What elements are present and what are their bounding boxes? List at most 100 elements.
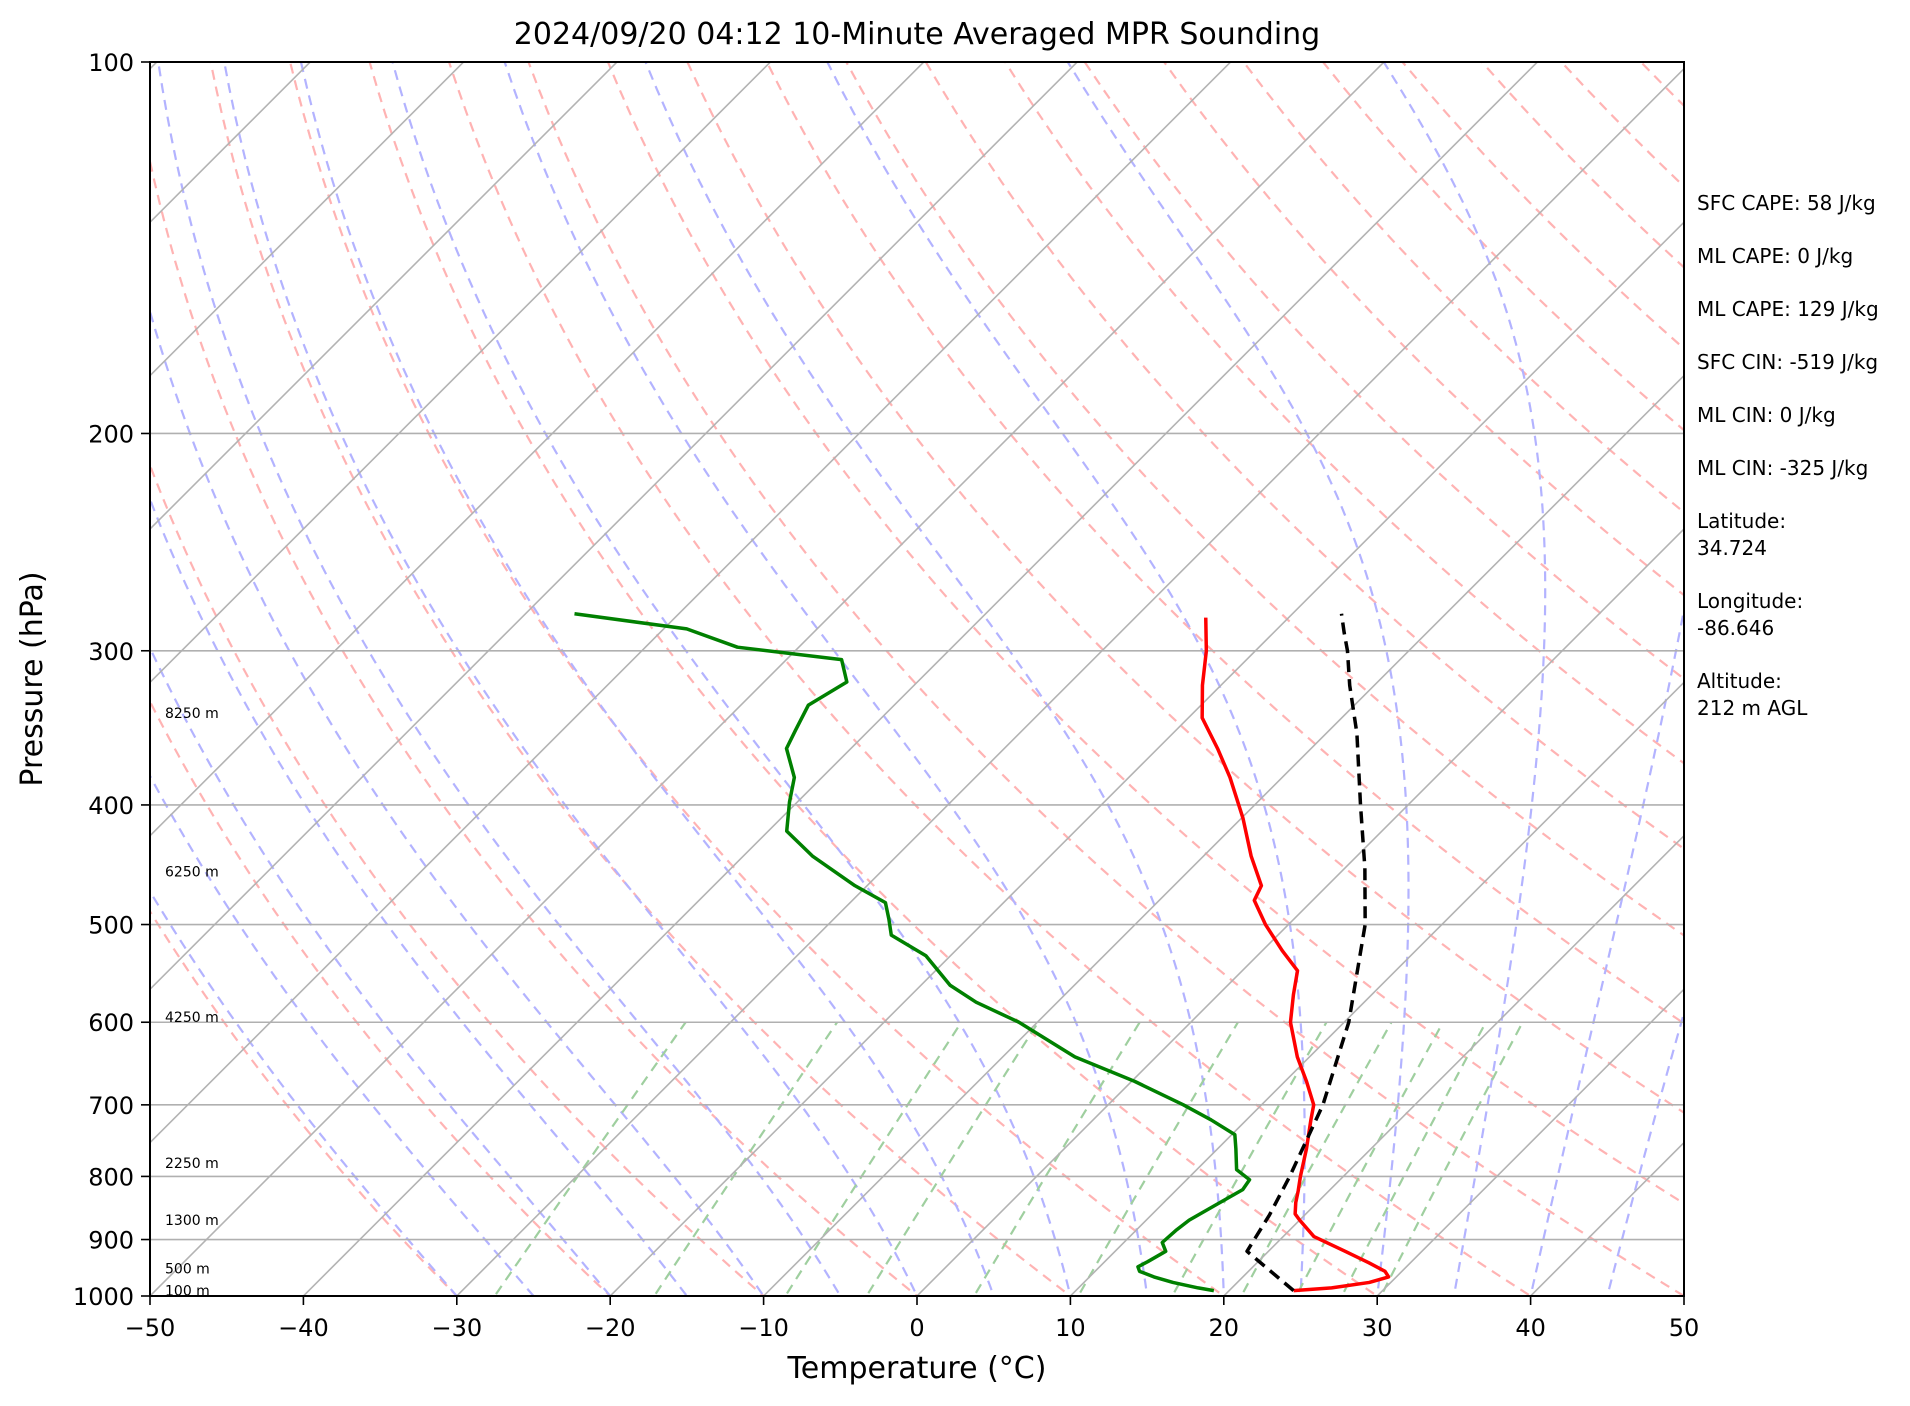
isotherm-line <box>150 62 619 531</box>
moist-adiabat-line <box>391 62 1072 1296</box>
isotherm-line <box>150 62 772 684</box>
mixing-ratio-line <box>1340 1021 1487 1296</box>
x-tick-label: 0 <box>909 1314 924 1342</box>
dry-adiabat-line <box>845 62 1684 937</box>
moist-adiabat-line <box>826 62 1306 1296</box>
y-tick-label: 100 <box>88 49 134 77</box>
pressure-gridlines <box>150 61 1684 1297</box>
moist-adiabat-line <box>150 496 689 1296</box>
sounding-info-text: ML CIN: -325 J/kg <box>1697 456 1868 480</box>
sounding-info-line: Altitude: <box>1697 669 1782 693</box>
x-tick-label: −30 <box>431 1314 482 1342</box>
mixing-ratio-line <box>1240 1021 1393 1296</box>
dry-adiabat-line <box>686 62 1684 1114</box>
dry-adiabat-line <box>1401 62 1684 351</box>
dry-adiabat-line <box>150 909 459 1296</box>
height-label: 8250 m <box>165 706 219 722</box>
isotherm-line <box>150 62 925 837</box>
sounding-info-text: ML CAPE: 129 J/kg <box>1697 297 1879 321</box>
dry-adiabat-line <box>1162 62 1684 597</box>
dry-adiabat-line <box>150 462 766 1296</box>
x-axis-label: Temperature (°C) <box>787 1351 1047 1386</box>
mixing-ratio-line <box>493 1021 687 1296</box>
height-label: 6250 m <box>165 865 219 881</box>
isotherm-line <box>150 62 1232 1144</box>
x-tick-label: 40 <box>1515 1314 1546 1342</box>
isotherm-line <box>302 62 1539 1296</box>
moist-adiabat-line <box>1066 62 1410 1296</box>
mixing-ratio-line <box>865 1021 1040 1296</box>
height-label: 2250 m <box>165 1156 219 1172</box>
isotherm-line <box>915 527 1684 1296</box>
sounding-info-line: ML CIN: -325 J/kg <box>1697 456 1868 480</box>
mixing-ratio-line <box>784 1021 963 1296</box>
dry-adiabat-line <box>447 62 1533 1296</box>
height-label: 500 m <box>165 1262 210 1278</box>
x-tick-label: −40 <box>278 1314 329 1342</box>
moist-adiabat-line <box>150 645 612 1296</box>
plot-frame <box>149 61 1685 1297</box>
mixing-ratio-line <box>1379 1021 1524 1296</box>
sounding-info-line: 34.724 <box>1697 536 1767 560</box>
chart-title: 2024/09/20 04:12 10-Minute Averaged MPR … <box>514 17 1320 52</box>
data-series <box>574 612 1391 1293</box>
y-tick-label: 600 <box>88 1009 134 1037</box>
moist-adiabat-line <box>223 62 919 1296</box>
dry-adiabat-line <box>765 62 1684 1025</box>
dry-adiabat-line <box>288 62 1226 1296</box>
isotherm-line <box>150 62 1079 991</box>
moist-adiabat-line <box>150 889 459 1296</box>
moist-adiabat-line <box>1382 62 1547 1296</box>
reference-lines <box>150 35 1910 1323</box>
dry-adiabat-line <box>1321 62 1684 432</box>
y-axis-label: Pressure (hPa) <box>15 571 50 786</box>
temperature-profile-line <box>1200 617 1391 1293</box>
y-tick-label: 500 <box>88 912 134 940</box>
moist-adiabat-line <box>1606 1008 1684 1296</box>
sounding-info-line: Latitude: <box>1697 509 1786 533</box>
dry-adiabat-line <box>368 62 1380 1296</box>
dry-adiabat-line <box>209 62 1073 1296</box>
moist-adiabat-line <box>1529 604 1684 1296</box>
height-labels: 100 m 500 m 1300 m 2250 m 4250 m 6250 m 8250 m <box>165 706 219 1300</box>
isotherm-line <box>150 62 465 377</box>
x-tick-label: 50 <box>1669 1314 1700 1342</box>
isotherm-line <box>1811 35 1910 1323</box>
isotherm-line <box>455 67 1684 1296</box>
sounding-info-text: Altitude: 212 m AGL <box>1697 669 1808 720</box>
sounding-info-line: 212 m AGL <box>1697 696 1808 720</box>
y-tick-label: 300 <box>88 638 134 666</box>
height-label: 100 m <box>165 1284 210 1300</box>
moist-adiabat-line <box>299 62 995 1296</box>
y-tick-label: 900 <box>88 1227 134 1255</box>
y-tick-label: 400 <box>88 792 134 820</box>
dry-adiabat-line <box>150 699 612 1296</box>
isotherm-line <box>1376 988 1684 1296</box>
parcel-profile-line <box>1245 613 1367 1292</box>
axis-ticks: −50 −40 −30 −20 −10 0 10 20 30 40 50 1000 900 800 700 6… <box>73 49 1699 1342</box>
sounding-info-line: ML CAPE: 129 J/kg <box>1697 297 1879 321</box>
isotherm-line <box>150 62 312 224</box>
dewpoint-profile-line <box>574 612 1252 1293</box>
x-tick-label: 10 <box>1055 1314 1086 1342</box>
mixing-ratio-line <box>1294 1021 1444 1296</box>
sounding-info-line: ML CIN: 0 J/kg <box>1697 403 1836 427</box>
sounding-info-text: SFC CIN: -519 J/kg <box>1697 350 1878 374</box>
sounding-info-line: -86.646 <box>1697 616 1774 640</box>
x-tick-label: 30 <box>1362 1314 1393 1342</box>
isotherm-line <box>1069 681 1684 1296</box>
sounding-info-text: Longitude: -86.646 <box>1697 589 1803 640</box>
isotherm-line <box>1682 1294 1684 1296</box>
moist-adiabat-line <box>150 307 765 1296</box>
mixing-ratio-line <box>1076 1021 1239 1296</box>
x-tick-label: −20 <box>585 1314 636 1342</box>
y-tick-label: 800 <box>88 1163 134 1191</box>
moist-adiabat-line <box>644 62 1225 1296</box>
height-label: 1300 m <box>165 1213 219 1229</box>
y-tick-label: 1000 <box>73 1283 134 1311</box>
y-tick-label: 200 <box>88 420 134 448</box>
isotherm-line <box>609 221 1684 1296</box>
sounding-info-line: SFC CIN: -519 J/kg <box>1697 350 1878 374</box>
moist-adiabat-line <box>503 62 1149 1296</box>
